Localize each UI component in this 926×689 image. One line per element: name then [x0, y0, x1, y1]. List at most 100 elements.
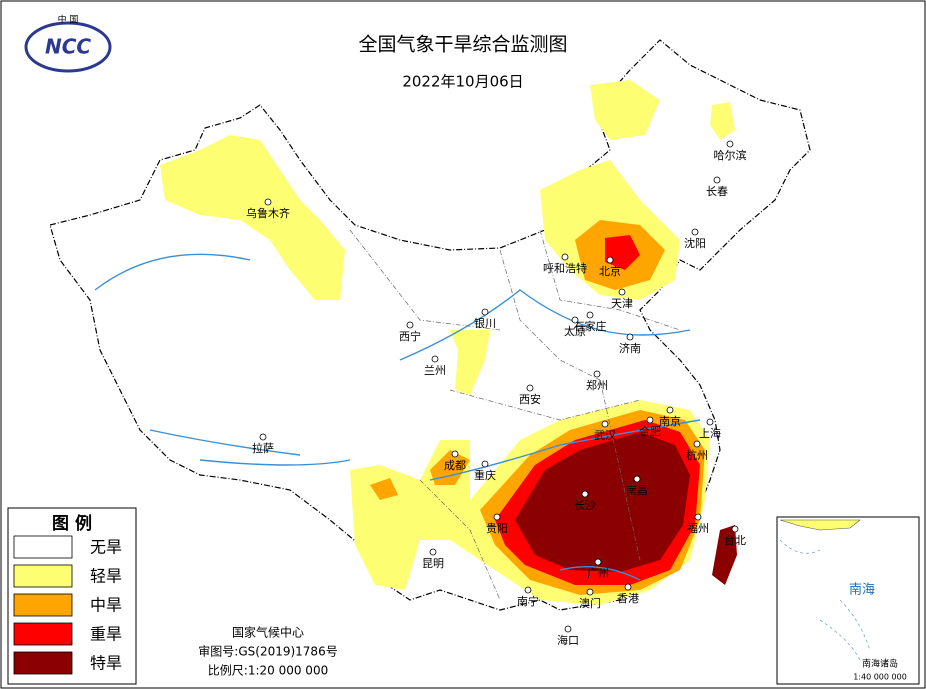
- city-marker: [526, 384, 534, 392]
- drought-area: [590, 80, 660, 140]
- city-marker: [646, 416, 654, 424]
- city-label: 重庆: [474, 468, 496, 482]
- city-marker: [618, 288, 626, 296]
- city-label: 昆明: [422, 557, 444, 570]
- logo-ring: [24, 21, 112, 73]
- drought-area: [712, 525, 737, 585]
- city-marker: [606, 256, 614, 264]
- city-marker: [594, 558, 602, 566]
- city-marker: [431, 355, 439, 363]
- city-label: 贵阳: [486, 522, 508, 535]
- drought-area: [515, 432, 690, 572]
- city-marker: [624, 583, 632, 591]
- city-marker: [564, 625, 572, 633]
- city-marker: [593, 370, 601, 378]
- city-marker: [713, 176, 721, 184]
- city-label: 北京: [599, 264, 621, 278]
- city-marker: [451, 450, 459, 458]
- city-label: 南宁: [517, 594, 539, 608]
- city-marker: [493, 513, 501, 521]
- city-label: 香港: [617, 592, 639, 605]
- drought-area: [605, 235, 640, 270]
- city-label: 石家庄: [574, 319, 607, 333]
- city-label: 福州: [687, 521, 709, 535]
- city-marker: [264, 198, 272, 206]
- city-marker: [429, 548, 437, 556]
- map-scale: 比例尺:1:20 000 000: [208, 664, 328, 678]
- city-label: 兰州: [424, 364, 446, 377]
- legend-label: 特旱: [90, 654, 122, 673]
- province-border: [499, 249, 601, 381]
- city-label: 郑州: [586, 378, 608, 392]
- province-border: [419, 479, 501, 601]
- city-label: 乌鲁木齐: [246, 206, 290, 220]
- province-border: [349, 229, 501, 331]
- inset-sea: 南海: [849, 582, 875, 598]
- river: [399, 289, 691, 361]
- city-marker: [691, 228, 699, 236]
- city-marker: [524, 586, 532, 594]
- city-label: 杭州: [686, 448, 708, 462]
- city-marker: [601, 420, 609, 428]
- province-border: [449, 389, 641, 421]
- city-marker: [481, 460, 489, 468]
- city-marker: [694, 513, 702, 521]
- legend-swatch: [13, 651, 73, 675]
- city-marker: [561, 253, 569, 261]
- river: [94, 253, 251, 291]
- river: [149, 429, 301, 456]
- drought-area: [710, 102, 735, 140]
- ncc-logo: 中 国 NCC: [24, 14, 112, 73]
- legend-label: 中旱: [90, 596, 122, 615]
- city-label: 海口: [557, 633, 579, 647]
- city-label: 银川: [474, 316, 496, 330]
- city-marker: [481, 308, 489, 316]
- city-label: 合肥: [639, 424, 661, 438]
- drought-area: [450, 330, 490, 395]
- city-label: 西安: [519, 392, 541, 406]
- legend-swatch: [13, 535, 73, 559]
- city-label: 南昌: [626, 484, 648, 497]
- inset-box: [776, 516, 920, 685]
- drought-area: [430, 450, 470, 485]
- city-label: 长沙: [574, 499, 596, 512]
- drought-area: [370, 478, 398, 500]
- river: [559, 566, 641, 581]
- legend-label: 轻旱: [90, 567, 122, 586]
- river: [429, 419, 701, 481]
- city-marker: [706, 418, 714, 426]
- city-label: 沈阳: [684, 236, 706, 250]
- city-marker: [586, 311, 594, 319]
- river: [199, 459, 351, 466]
- legend-swatch: [13, 564, 73, 588]
- agency: 国家气候中心: [232, 625, 304, 640]
- city-label: 武汉: [594, 429, 616, 442]
- city-label: 太原: [564, 325, 586, 338]
- city-marker: [571, 316, 579, 324]
- city-label: 广州: [587, 567, 609, 580]
- city-label: 天津: [611, 297, 633, 310]
- inset-islands: [779, 539, 871, 661]
- legend-label: 无旱: [90, 538, 122, 557]
- city-label: 台北: [724, 533, 746, 547]
- city-label: 澳门: [579, 596, 601, 610]
- city-marker: [726, 140, 734, 148]
- city-marker: [633, 475, 641, 483]
- city-marker: [693, 440, 701, 448]
- city-label: 哈尔滨: [714, 148, 747, 162]
- city-label: 长春: [706, 185, 728, 198]
- inset-label: 南海诸岛: [862, 658, 898, 670]
- city-label: 上海: [699, 426, 721, 440]
- city-label: 呼和浩特: [543, 261, 587, 275]
- china-map: [49, 39, 860, 611]
- map-date: 2022年10月06日: [402, 73, 523, 91]
- south-sea-inset: 南海 南海诸岛 1:40 000 000: [776, 516, 920, 685]
- legend-swatch: [13, 593, 73, 617]
- city-label: 济南: [619, 341, 641, 355]
- province-border: [599, 379, 641, 561]
- inset-scale: 1:40 000 000: [853, 673, 907, 682]
- city-marker: [731, 525, 739, 533]
